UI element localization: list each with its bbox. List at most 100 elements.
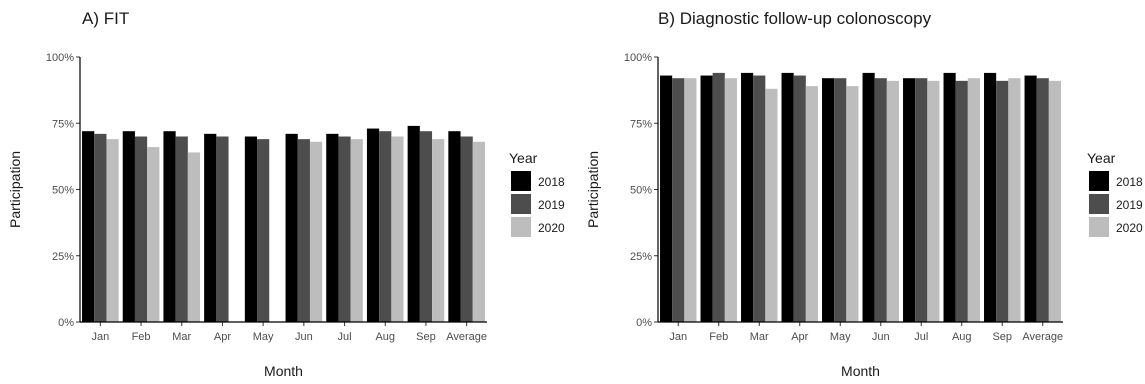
bar-sep-2020 (1008, 78, 1021, 322)
legend-label-2020: 2020 (538, 221, 565, 235)
bar-apr-2018 (204, 133, 217, 322)
bar-average-2020 (1048, 80, 1061, 322)
legend-label-2018: 2018 (538, 175, 565, 189)
bar-jan-2020 (106, 139, 119, 322)
legend-swatch-2018 (1089, 171, 1109, 191)
bar-average-2020 (472, 141, 485, 322)
x-tick-label: Apr (214, 331, 231, 343)
y-tick-label: 50% (630, 185, 652, 197)
x-axis-title: Month (841, 363, 880, 379)
chart-title: B) Diagnostic follow-up colonoscopy (658, 9, 932, 28)
bar-sep-2018 (984, 72, 997, 323)
x-tick-label: Average (446, 331, 487, 343)
bar-jan-2018 (660, 75, 673, 322)
bar-jun-2020 (309, 141, 323, 322)
bar-mar-2018 (163, 131, 176, 322)
legend-label-2019: 2019 (1116, 198, 1143, 212)
bar-aug-2019 (379, 131, 392, 322)
bar-may-2018 (822, 78, 835, 322)
bar-may-2019 (834, 78, 847, 322)
bar-jan-2019 (672, 78, 685, 322)
x-tick-label: Feb (709, 331, 728, 343)
x-tick-label: Aug (952, 331, 972, 343)
bar-aug-2018 (366, 128, 380, 322)
bar-apr-2018 (781, 72, 794, 323)
bar-feb-2018 (700, 75, 713, 322)
bar-feb-2018 (122, 131, 135, 322)
x-tick-label: Average (1022, 331, 1063, 343)
bar-jul-2019 (338, 136, 351, 322)
legend-title: Year (1087, 150, 1116, 166)
x-tick-label: Mar (172, 331, 191, 343)
legend-label-2020: 2020 (1116, 221, 1143, 235)
y-tick-label: 100% (46, 52, 74, 64)
legend-title: Year (509, 150, 538, 166)
bar-feb-2019 (712, 72, 725, 323)
legend-swatch-2020 (1089, 217, 1109, 237)
legend-swatch-2018 (511, 171, 531, 191)
bar-jul-2020 (927, 80, 940, 322)
bar-jul-2018 (903, 78, 916, 322)
bar-sep-2018 (407, 125, 420, 323)
x-tick-label: May (830, 331, 851, 343)
bar-aug-2020 (967, 78, 980, 322)
x-tick-label: Jan (91, 331, 109, 343)
bar-jun-2019 (874, 78, 887, 322)
x-tick-label: Jul (914, 331, 928, 343)
bar-sep-2019 (996, 80, 1009, 322)
bar-jun-2020 (886, 80, 899, 322)
bar-average-2018 (1024, 75, 1037, 322)
x-tick-label: Aug (375, 331, 395, 343)
x-tick-label: May (253, 331, 274, 343)
x-tick-label: Sep (992, 331, 1012, 343)
bar-jan-2020 (684, 78, 697, 322)
bar-feb-2019 (134, 136, 148, 322)
chart-title: A) FIT (82, 9, 129, 28)
bar-jun-2019 (297, 139, 310, 322)
bar-jan-2019 (94, 133, 107, 322)
bar-apr-2019 (793, 75, 806, 322)
y-tick-label: 0% (58, 317, 74, 329)
legend-swatch-2019 (511, 194, 531, 214)
legend-swatch-2020 (511, 217, 531, 237)
bar-average-2019 (460, 136, 473, 322)
bar-mar-2019 (175, 136, 188, 322)
chart-panel-1: B) Diagnostic follow-up colonoscopy 0% 25%… (585, 9, 1143, 379)
bar-jul-2020 (350, 139, 363, 322)
bar-mar-2020 (765, 88, 778, 322)
x-tick-label: Mar (750, 331, 769, 343)
bar-feb-2020 (724, 78, 737, 322)
chart-panel-0: A) FIT 0% 25% 50% 75% 100% Jan Feb Mar Apr May Jun J… (7, 9, 565, 379)
bar-feb-2020 (147, 147, 160, 322)
legend-label-2018: 2018 (1116, 175, 1143, 189)
bar-average-2019 (1036, 78, 1049, 322)
x-tick-label: Jan (669, 331, 687, 343)
x-tick-label: Jun (295, 331, 313, 343)
x-axis-title: Month (264, 363, 303, 379)
x-tick-label: Jul (338, 331, 352, 343)
bar-may-2018 (244, 136, 258, 322)
y-tick-label: 75% (52, 118, 74, 130)
legend-label-2019: 2019 (538, 198, 565, 212)
bar-apr-2019 (216, 136, 229, 322)
y-tick-label: 50% (52, 185, 74, 197)
bar-jul-2019 (915, 78, 928, 322)
y-tick-label: 75% (630, 118, 652, 130)
y-tick-label: 25% (52, 251, 74, 263)
bar-mar-2018 (741, 72, 754, 323)
bar-jan-2018 (82, 131, 95, 322)
bar-average-2018 (448, 131, 461, 322)
bar-mar-2019 (753, 75, 766, 322)
bar-jun-2018 (862, 72, 875, 323)
bar-sep-2019 (419, 131, 433, 322)
bar-aug-2018 (943, 72, 956, 323)
bar-may-2020 (846, 86, 859, 323)
x-tick-label: Apr (791, 331, 808, 343)
y-axis-title: Participation (585, 151, 601, 228)
y-tick-label: 0% (636, 317, 652, 329)
x-tick-label: Feb (132, 331, 151, 343)
x-tick-label: Jun (872, 331, 890, 343)
legend-swatch-2019 (1089, 194, 1109, 214)
y-tick-label: 100% (624, 52, 652, 64)
